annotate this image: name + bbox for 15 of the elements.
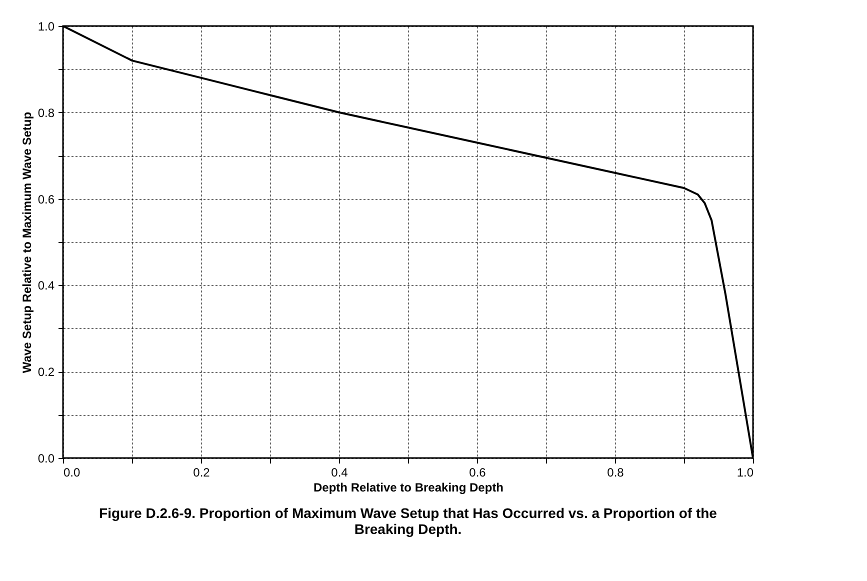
- y-tick-label: 0.8: [38, 106, 55, 120]
- y-tick-label: 1.0: [38, 20, 55, 34]
- y-tick-label: 0.6: [38, 192, 55, 206]
- x-tick-label: 0.2: [193, 466, 210, 480]
- x-axis-title: Depth Relative to Breaking Depth: [313, 480, 504, 494]
- y-tick-label: 0.2: [38, 365, 55, 380]
- y-tick-label: 0.4: [38, 278, 55, 293]
- x-tick-label: 0.4: [331, 466, 348, 480]
- x-tick-label: 0.0: [64, 466, 81, 480]
- y-axis-title: Wave Setup Relative to Maximum Wave Setup: [20, 112, 34, 374]
- x-tick-label: 0.8: [607, 466, 624, 480]
- x-tick-label: 0.6: [469, 466, 486, 480]
- x-tick-label: 1.0: [736, 466, 754, 480]
- text: Figure D.2.6-9. Proportion of Maximum Wave Setup that Has Occurred vs. a Proportion of the Breaking Depth.: [99, 505, 718, 537]
- y-tick-label: 0.0: [38, 452, 55, 466]
